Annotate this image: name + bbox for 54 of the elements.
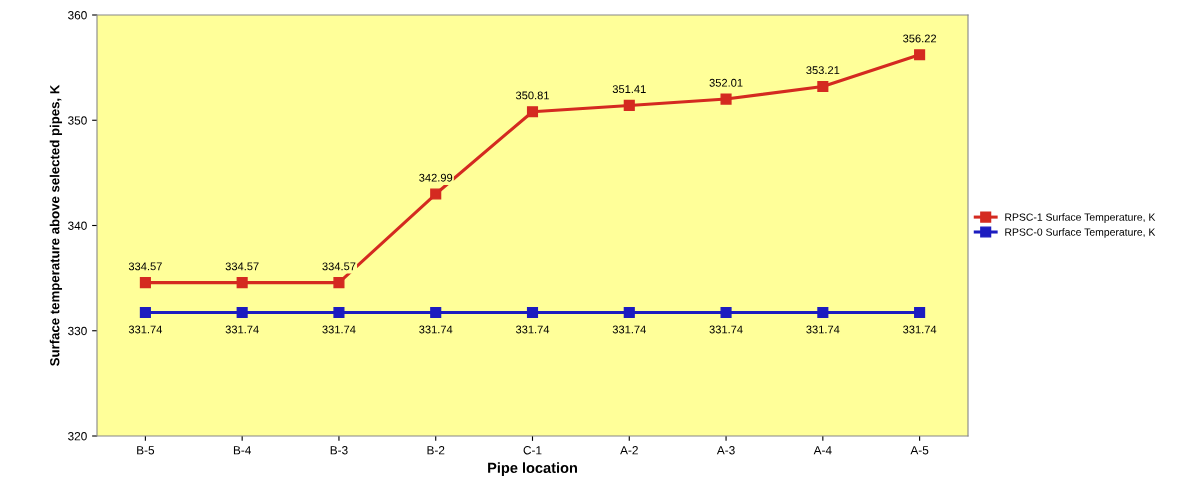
- data-label: 331.74: [225, 325, 259, 334]
- x-axis-title: Pipe location: [488, 462, 577, 476]
- point: [526, 306, 539, 318]
- legend-label: RPSC-1 Surface Temperature, K: [1005, 213, 1156, 223]
- x-tick-label: B-2: [427, 446, 445, 455]
- point: [623, 306, 635, 318]
- y-tick-label: 340: [68, 221, 87, 230]
- point: [914, 49, 926, 61]
- point: [720, 306, 732, 318]
- point: [817, 306, 829, 318]
- point: [333, 306, 345, 318]
- data-label: 350.81: [515, 91, 549, 100]
- data-label: 331.74: [515, 325, 550, 334]
- point: [623, 99, 635, 111]
- data-label: 331.74: [322, 325, 356, 334]
- x-tick-label: A-5: [910, 446, 929, 455]
- data-label: 334.57: [322, 262, 356, 271]
- y-tick-label: 320: [68, 432, 87, 441]
- x-tick-label: A-2: [620, 446, 638, 455]
- y-axis-title: Surface temperature above selected pipes, K: [49, 84, 63, 366]
- data-label: 334.57: [225, 262, 259, 271]
- data-label: 331.74: [806, 325, 840, 334]
- point: [236, 306, 248, 318]
- point: [817, 80, 829, 93]
- y-tick-label: 350: [68, 116, 87, 125]
- y-tick-label: 330: [68, 326, 87, 336]
- data-label: 334.57: [128, 262, 162, 271]
- data-label: 353.21: [806, 66, 840, 75]
- legend-label: RPSC-0 Surface Temperature, K: [1005, 228, 1156, 238]
- data-label: 356.22: [903, 34, 937, 43]
- data-label: 331.74: [419, 325, 453, 334]
- data-label: 342.99: [419, 173, 453, 182]
- x-tick-label: B-3: [330, 446, 348, 455]
- point: [720, 93, 732, 105]
- data-label: 351.41: [612, 85, 646, 94]
- x-tick-label: A-3: [716, 446, 735, 455]
- point: [139, 306, 151, 318]
- x-tick-label: B-4: [233, 446, 252, 455]
- data-label: 331.74: [709, 325, 743, 334]
- data-label: 331.74: [612, 325, 646, 334]
- x-tick-label: C-1: [523, 446, 542, 455]
- data-label: 352.01: [709, 78, 743, 87]
- point: [914, 306, 926, 318]
- point: [526, 106, 539, 118]
- point: [139, 277, 151, 289]
- point: [430, 306, 442, 318]
- data-label: 331.74: [128, 325, 163, 334]
- point: [430, 188, 442, 200]
- point: [333, 277, 345, 289]
- data-label: 331.74: [903, 325, 937, 334]
- y-tick-label: 360: [68, 11, 87, 20]
- x-tick-label: A-4: [813, 446, 832, 455]
- point: [236, 277, 248, 289]
- x-tick-label: B-5: [137, 446, 155, 455]
